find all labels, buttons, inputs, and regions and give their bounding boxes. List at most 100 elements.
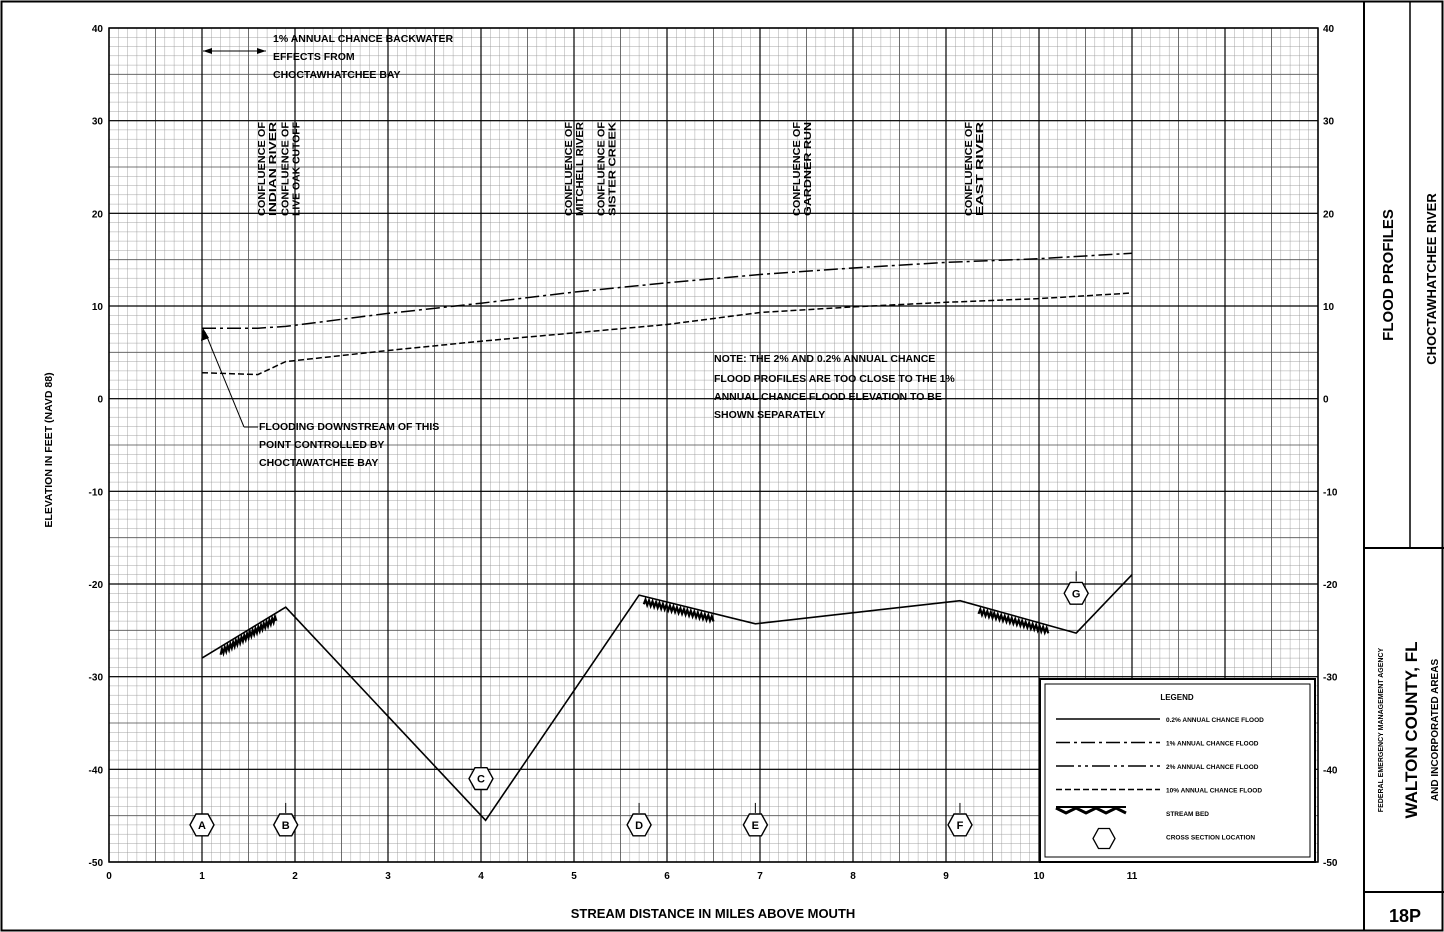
backwater-arrow-head-left	[203, 48, 212, 54]
confluence-line: CONFLUENCE OF	[564, 122, 575, 216]
x-tick-label: 11	[1127, 871, 1138, 882]
y-tick-label-left: -40	[89, 765, 104, 776]
stream-bed-hatch	[219, 612, 278, 658]
y-tick-label-right: -30	[1323, 673, 1338, 684]
cross-section-label: F	[957, 820, 964, 832]
x-tick-label: 8	[850, 871, 856, 882]
note-line-4: SHOWN SEPARATELY	[714, 409, 825, 421]
cross-section-label: B	[282, 820, 290, 832]
backwater-line-2: EFFECTS FROM	[273, 51, 355, 63]
y-tick-label-right: 40	[1323, 24, 1335, 35]
cross-section-label: G	[1072, 588, 1081, 600]
legend-items: 0.2% ANNUAL CHANCE FLOOD 1% ANNUAL CHANCE…	[1055, 717, 1264, 850]
cross-section-hexagon	[947, 813, 973, 837]
cross-section-f: F	[947, 802, 973, 837]
x-tick-label: 0	[106, 871, 112, 882]
stream-bed-hatching	[219, 596, 1050, 658]
y-tick-label-right: -50	[1323, 858, 1338, 869]
y-tick-label-right: 10	[1323, 302, 1335, 313]
y-tick-labels-left: -50 -40 -30 -20 -10 0 10 20 30 40	[89, 24, 104, 869]
legend-label: 1% ANNUAL CHANCE FLOOD	[1166, 741, 1259, 748]
y-tick-label-left: -50	[89, 858, 104, 869]
cross-section-markers: A B C D E F G	[189, 571, 1089, 837]
cross-section-label: D	[635, 820, 643, 832]
title-flood-profiles: FLOOD PROFILES	[1380, 209, 1397, 341]
cross-section-hexagon	[626, 813, 652, 837]
legend-label: 10% ANNUAL CHANCE FLOOD	[1166, 788, 1262, 795]
y-tick-label-left: 0	[97, 395, 103, 406]
x-tick-label: 3	[385, 871, 391, 882]
title-river-name: CHOCTAWHATCHEE RIVER	[1424, 193, 1439, 365]
cross-section-hexagon	[1063, 581, 1089, 605]
one-percent-flood-line	[202, 252, 1133, 329]
profile-series	[201, 252, 1133, 822]
confluence-label: CONFLUENCE OF EAST RIVER	[964, 121, 986, 216]
legend-item: 2% ANNUAL CHANCE FLOOD	[1056, 764, 1259, 771]
title-incorporated-areas: AND INCORPORATED AREAS	[1430, 659, 1441, 802]
cross-section-a: A	[189, 802, 215, 837]
flooding-line-1: FLOODING DOWNSTREAM OF THIS	[259, 421, 439, 433]
legend-label: STREAM BED	[1166, 811, 1209, 818]
cross-section-label: E	[752, 820, 759, 832]
note-line-3: ANNUAL CHANCE FLOOD ELEVATION TO BE	[714, 391, 942, 403]
legend-hexagon-symbol	[1092, 827, 1116, 850]
legend-item: 10% ANNUAL CHANCE FLOOD	[1056, 788, 1262, 795]
legend-stream-bed-symbol	[1055, 806, 1127, 815]
stream-bed-hatch	[977, 606, 1050, 636]
backwater-arrow-head-right	[257, 48, 266, 54]
legend-label: CROSS SECTION LOCATION	[1166, 835, 1255, 842]
x-tick-labels: 0 1 2 3 4 5 6 7 8 9 10 11	[106, 871, 1138, 882]
cross-section-hexagon	[272, 813, 299, 837]
legend-item: CROSS SECTION LOCATION	[1092, 827, 1255, 850]
y-tick-label-right: 20	[1323, 209, 1335, 220]
x-tick-label: 1	[199, 871, 205, 882]
confluence-line: CONFLUENCE OF	[280, 122, 291, 216]
x-tick-label: 6	[664, 871, 670, 882]
y-tick-label-right: 30	[1323, 117, 1335, 128]
cross-section-c: C	[468, 756, 494, 791]
x-tick-label: 5	[571, 871, 577, 882]
y-tick-label-left: 30	[92, 117, 104, 128]
legend-item: STREAM BED	[1055, 806, 1209, 818]
plot-frame	[108, 27, 1319, 863]
flooding-leader-line	[204, 331, 245, 428]
y-tick-label-right: -40	[1323, 765, 1338, 776]
confluence-labels: CONFLUENCE OF INDIAN RIVER CONFLUENCE OF LI…	[257, 121, 986, 216]
confluence-line: MITCHELL RIVER	[575, 121, 586, 216]
profile-note: NOTE: THE 2% AND 0.2% ANNUAL CHANCE FLOO…	[714, 353, 955, 421]
confluence-line: GARDNER RUN	[803, 122, 814, 216]
confluence-label: CONFLUENCE OF MITCHELL RIVER	[564, 121, 586, 216]
y-axis-title: ELEVATION IN FEET (NAVD 88)	[43, 372, 55, 527]
panel-number: 18P	[1389, 906, 1421, 926]
y-tick-label-right: -20	[1323, 580, 1338, 591]
cross-section-hexagon	[189, 813, 215, 837]
cross-section-hexagon	[468, 767, 494, 791]
cross-section-d: D	[626, 802, 652, 837]
flooding-arrow-head	[201, 328, 209, 341]
confluence-label: CONFLUENCE OF INDIAN RIVER	[257, 121, 279, 216]
confluence-line: LIVE OAK CUTOFF	[291, 122, 302, 216]
legend-item: 1% ANNUAL CHANCE FLOOD	[1056, 741, 1259, 748]
x-tick-label: 9	[943, 871, 949, 882]
x-tick-label: 2	[292, 871, 298, 882]
confluence-line: INDIAN RIVER	[268, 121, 279, 216]
x-tick-label: 10	[1033, 871, 1045, 882]
title-county: WALTON COUNTY, FL	[1402, 642, 1421, 819]
y-tick-label-left: 20	[92, 209, 104, 220]
title-agency: FEDERAL EMERGENCY MANAGEMENT AGENCY	[1378, 647, 1385, 812]
confluence-label: CONFLUENCE OF SISTER CREEK	[597, 121, 619, 216]
confluence-line: SISTER CREEK	[608, 121, 619, 216]
y-tick-label-right: -10	[1323, 487, 1338, 498]
confluence-line: CONFLUENCE OF	[597, 122, 608, 216]
cross-section-b: B	[272, 802, 299, 837]
legend-outer-frame	[1039, 678, 1316, 863]
y-tick-label-left: -30	[89, 673, 104, 684]
stream-bed-line	[201, 574, 1133, 822]
stream-bed-hatch	[642, 596, 715, 624]
backwater-line-1: 1% ANNUAL CHANCE BACKWATER	[273, 33, 453, 45]
flooding-control-annotation: FLOODING DOWNSTREAM OF THIS POINT CONTRO…	[201, 328, 439, 469]
y-tick-label-left: -20	[89, 580, 104, 591]
x-axis-title: STREAM DISTANCE IN MILES ABOVE MOUTH	[571, 906, 856, 921]
